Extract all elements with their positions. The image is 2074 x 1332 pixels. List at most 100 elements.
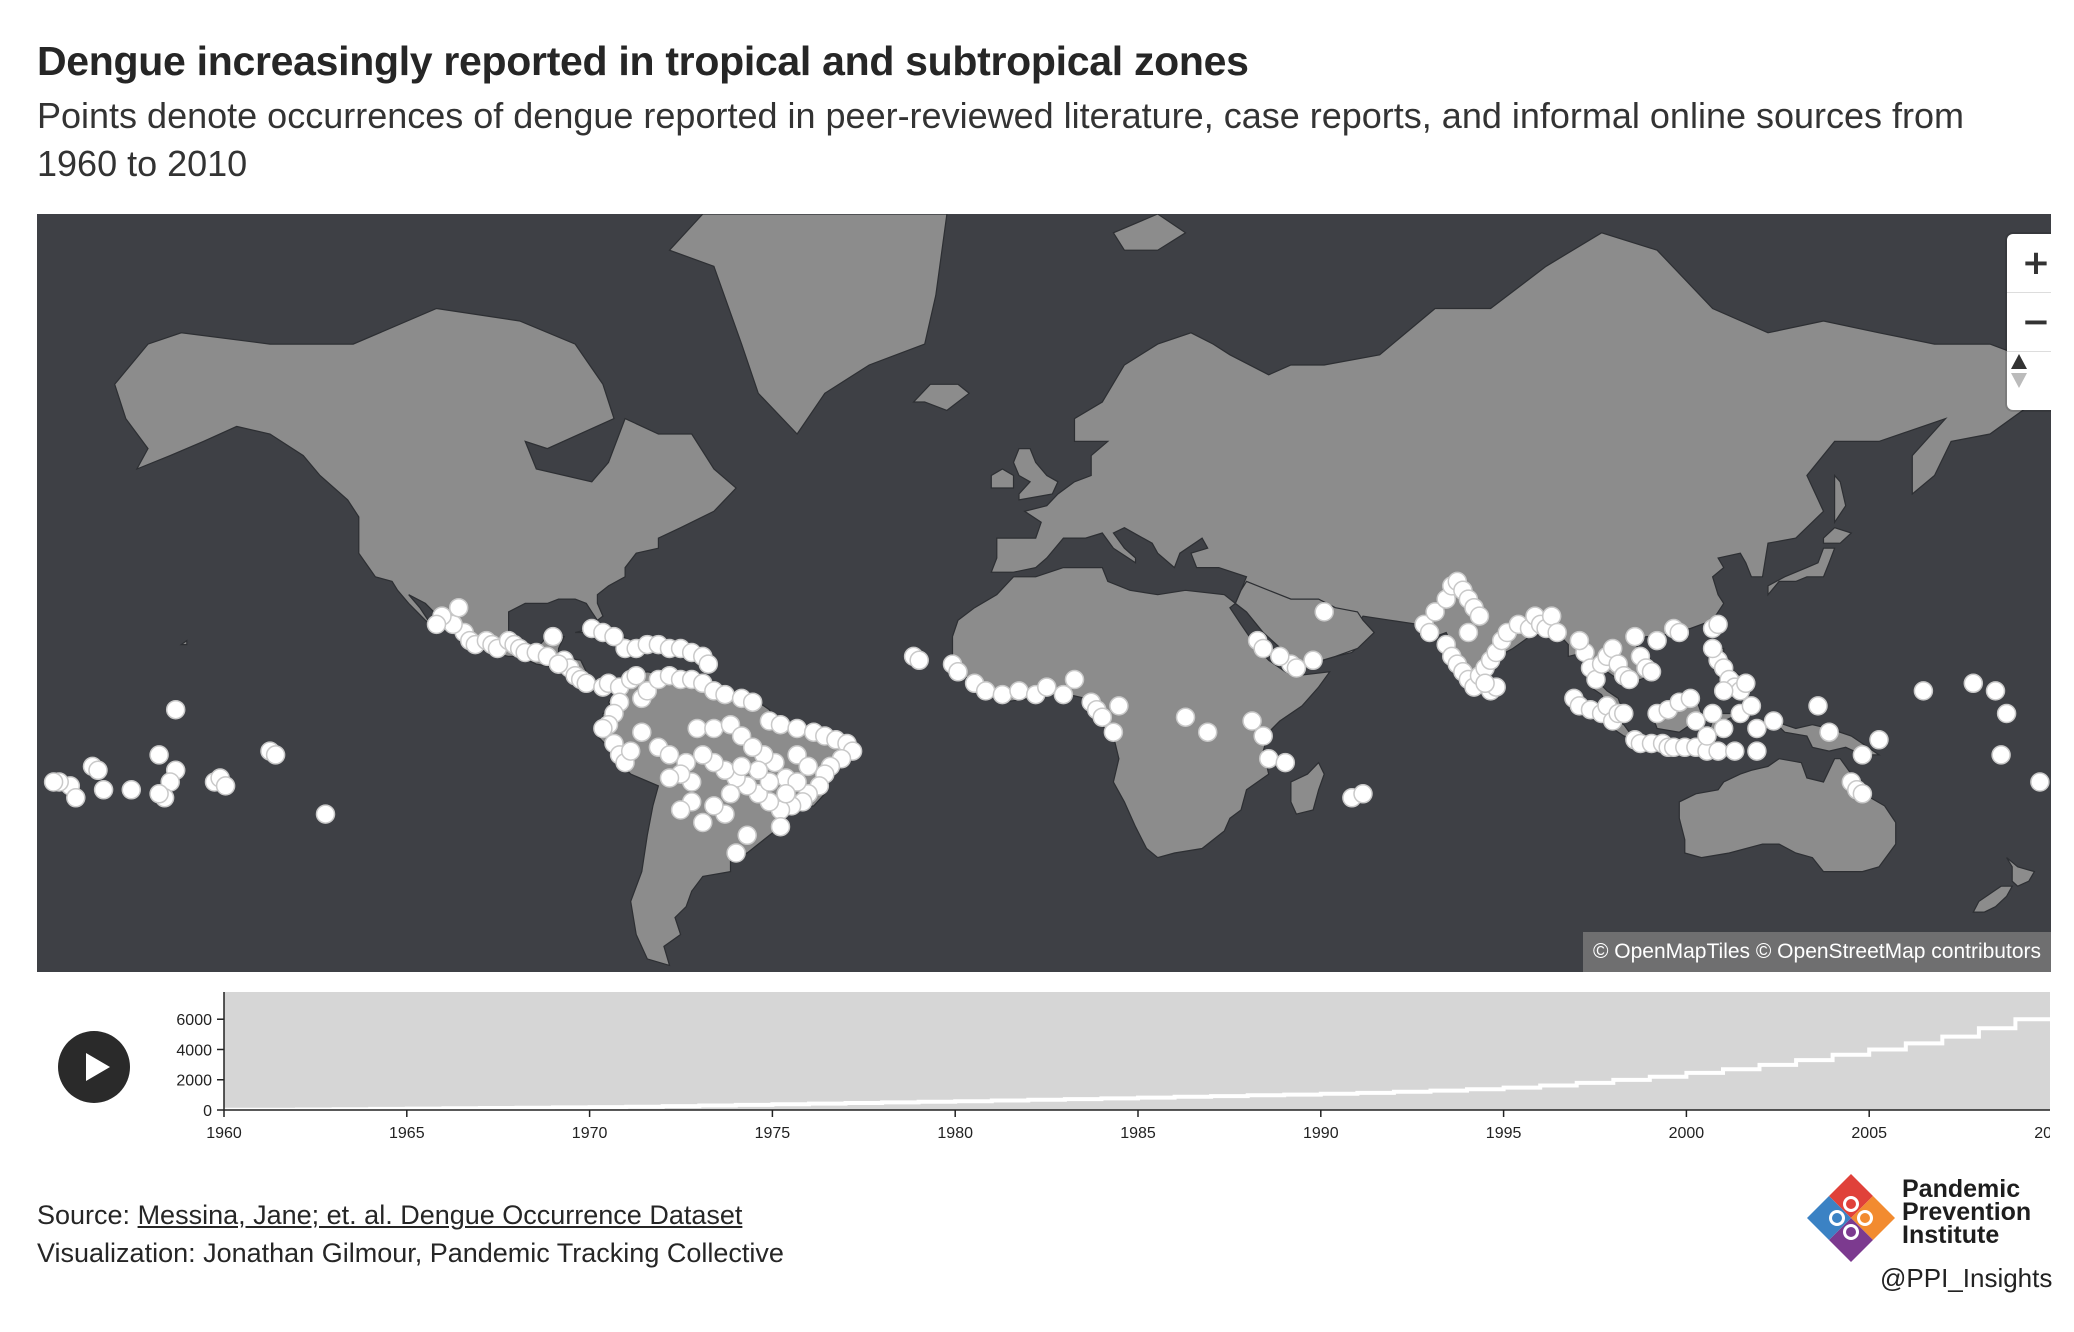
- occurrence-point[interactable]: [1852, 745, 1873, 765]
- occurrence-point[interactable]: [742, 737, 763, 758]
- occurrence-point[interactable]: [1641, 662, 1662, 682]
- occurrence-point[interactable]: [315, 804, 336, 824]
- occurrence-point[interactable]: [165, 699, 186, 720]
- zoom-in-button[interactable]: +: [2007, 234, 2051, 293]
- occurrence-point[interactable]: [1713, 681, 1734, 701]
- occurrence-point[interactable]: [1303, 650, 1323, 671]
- occurrence-point[interactable]: [1713, 718, 1734, 739]
- occurrence-point[interactable]: [1996, 703, 2017, 724]
- occurrence-point[interactable]: [693, 812, 713, 833]
- occurrence-point[interactable]: [975, 681, 996, 701]
- occurrence-point[interactable]: [1053, 684, 1074, 705]
- occurrence-point[interactable]: [88, 760, 108, 781]
- occurrence-point[interactable]: [1458, 622, 1479, 643]
- occurrence-point[interactable]: [1708, 741, 1728, 761]
- occurrence-point[interactable]: [1725, 741, 1745, 761]
- occurrence-point[interactable]: [1353, 784, 1373, 804]
- map-attribution[interactable]: © OpenMapTiles © OpenStreetMap contribut…: [1582, 932, 2051, 972]
- occurrence-point[interactable]: [1819, 722, 1839, 742]
- occurrence-point[interactable]: [1763, 711, 1784, 731]
- occurrence-point[interactable]: [593, 718, 613, 739]
- occurrence-point[interactable]: [731, 756, 752, 777]
- occurrence-point[interactable]: [1270, 646, 1290, 667]
- occurrence-point[interactable]: [1275, 752, 1296, 773]
- occurrence-point[interactable]: [670, 800, 691, 820]
- occurrence-point[interactable]: [1852, 784, 1873, 804]
- world-map[interactable]: + − © OpenMapTiles © OpenStreetMap contr…: [37, 214, 2051, 972]
- occurrence-point[interactable]: [620, 741, 641, 761]
- occurrence-point[interactable]: [1741, 696, 1762, 716]
- occurrence-point[interactable]: [426, 614, 447, 635]
- occurrence-point[interactable]: [770, 714, 791, 735]
- occurrence-point[interactable]: [748, 760, 769, 781]
- occurrence-point[interactable]: [1702, 703, 1723, 724]
- occurrence-point[interactable]: [1469, 606, 1490, 626]
- occurrence-point[interactable]: [1314, 602, 1334, 622]
- occurrence-point[interactable]: [1425, 602, 1445, 622]
- occurrence-point[interactable]: [1009, 681, 1029, 701]
- occurrence-point[interactable]: [1963, 673, 1984, 694]
- reset-bearing-button[interactable]: [2007, 352, 2051, 410]
- occurrence-point[interactable]: [1647, 630, 1667, 651]
- occurrence-point[interactable]: [626, 665, 646, 686]
- occurrence-point[interactable]: [43, 772, 64, 792]
- occurrence-point[interactable]: [704, 718, 724, 739]
- occurrence-point[interactable]: [948, 662, 968, 682]
- occurrence-point[interactable]: [659, 768, 680, 788]
- occurrence-point[interactable]: [659, 745, 680, 765]
- source-link[interactable]: Messina, Jane; et. al. Dengue Occurrence…: [137, 1200, 743, 1230]
- occurrence-point[interactable]: [1619, 669, 1640, 690]
- zoom-out-button[interactable]: −: [2007, 293, 2051, 352]
- occurrence-point[interactable]: [992, 684, 1013, 705]
- occurrence-point[interactable]: [1109, 696, 1129, 716]
- occurrence-point[interactable]: [1680, 688, 1701, 709]
- occurrence-point[interactable]: [1736, 673, 1756, 694]
- occurrence-point[interactable]: [1092, 707, 1113, 727]
- social-handle[interactable]: @PPI_Insights: [1880, 1263, 2053, 1293]
- occurrence-point[interactable]: [1669, 622, 1690, 643]
- occurrence-point[interactable]: [698, 654, 719, 674]
- occurrence-point[interactable]: [1286, 658, 1307, 678]
- occurrence-point[interactable]: [1064, 669, 1085, 690]
- play-button[interactable]: [58, 1031, 130, 1103]
- occurrence-point[interactable]: [737, 825, 757, 846]
- occurrence-point[interactable]: [1547, 622, 1567, 643]
- occurrence-point[interactable]: [1747, 718, 1767, 739]
- occurrence-point[interactable]: [726, 843, 746, 863]
- occurrence-point[interactable]: [1253, 638, 1273, 659]
- occurrence-point[interactable]: [1808, 696, 1828, 716]
- occurrence-point[interactable]: [543, 626, 563, 647]
- occurrence-point[interactable]: [1419, 622, 1440, 643]
- occurrence-point[interactable]: [1541, 606, 1562, 626]
- occurrence-point[interactable]: [149, 745, 169, 765]
- occurrence-point[interactable]: [1614, 703, 1634, 724]
- occurrence-point[interactable]: [576, 673, 597, 694]
- occurrence-point[interactable]: [1991, 745, 2011, 765]
- occurrence-point[interactable]: [1702, 638, 1723, 659]
- occurrence-point[interactable]: [798, 756, 818, 777]
- occurrence-point[interactable]: [1175, 707, 1196, 727]
- occurrence-point[interactable]: [759, 772, 780, 792]
- occurrence-point[interactable]: [1686, 711, 1706, 731]
- occurrence-point[interactable]: [604, 626, 624, 647]
- occurrence-point[interactable]: [787, 772, 807, 792]
- occurrence-point[interactable]: [704, 796, 724, 816]
- occurrence-point[interactable]: [1253, 726, 1273, 746]
- occurrence-point[interactable]: [720, 784, 741, 804]
- occurrence-point[interactable]: [2030, 772, 2050, 792]
- occurrence-point[interactable]: [1747, 741, 1767, 761]
- occurrence-point[interactable]: [1197, 722, 1218, 742]
- occurrence-point[interactable]: [1103, 722, 1124, 742]
- occurrence-point[interactable]: [742, 692, 763, 712]
- occurrence-point[interactable]: [1242, 711, 1262, 731]
- occurrence-point[interactable]: [909, 650, 929, 671]
- occurrence-point[interactable]: [1708, 614, 1728, 635]
- occurrence-point[interactable]: [687, 718, 707, 739]
- occurrence-point[interactable]: [1985, 681, 2006, 701]
- occurrence-point[interactable]: [448, 597, 469, 618]
- occurrence-point[interactable]: [693, 745, 713, 765]
- occurrence-point[interactable]: [776, 784, 796, 804]
- occurrence-point[interactable]: [1258, 748, 1279, 769]
- occurrence-point[interactable]: [121, 780, 142, 800]
- occurrence-point[interactable]: [1625, 626, 1645, 647]
